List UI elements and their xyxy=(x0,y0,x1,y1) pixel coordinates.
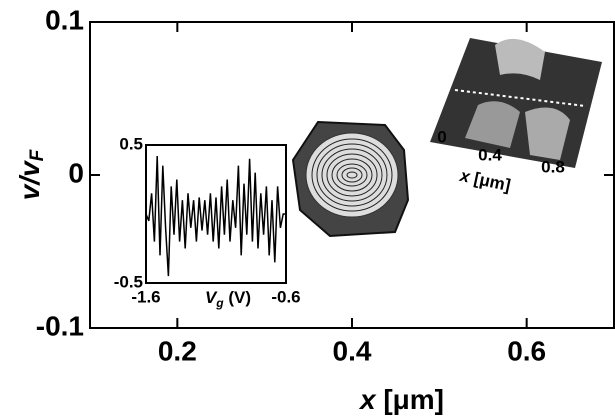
x-tick-label: 0.6 xyxy=(507,335,546,366)
y-tick-label: 0.1 xyxy=(45,4,84,35)
x-tick-label: 0.2 xyxy=(158,335,197,366)
figure: -0.100.10.20.40.6x [μm]v/vF -0.50.5-1.6-… xyxy=(0,0,615,419)
x-tick-label: -0.6 xyxy=(271,287,300,306)
label-part: [μm] xyxy=(376,384,444,415)
label-part: (V) xyxy=(224,288,251,307)
x-axis-label: x [μm] xyxy=(457,166,512,195)
x-tick-label: -1.6 xyxy=(131,287,160,306)
label-part: x xyxy=(358,384,377,415)
y-tick-label: 0.5 xyxy=(119,134,143,153)
phase-space-contour xyxy=(293,122,408,236)
x-tick-label: 0.4 xyxy=(333,335,372,366)
label-part: [μm] xyxy=(468,168,513,195)
device-image xyxy=(430,38,602,168)
y-axis-label: v/vF xyxy=(14,148,48,200)
x-axis-label: Vg (V) xyxy=(205,288,251,310)
x-tick-label: 0.8 xyxy=(541,157,565,176)
x-tick-label: 0 xyxy=(437,127,446,146)
label-part: v/v xyxy=(14,160,45,200)
x-axis-label: x [μm] xyxy=(358,384,444,415)
label-part: F xyxy=(27,148,48,161)
inset-plot: -0.50.5-1.6-0.6Vg (V) xyxy=(114,134,301,310)
x-tick-label: 0.4 xyxy=(478,145,502,164)
y-tick-label: -0.1 xyxy=(36,310,84,341)
y-tick-label: 0 xyxy=(68,157,84,188)
